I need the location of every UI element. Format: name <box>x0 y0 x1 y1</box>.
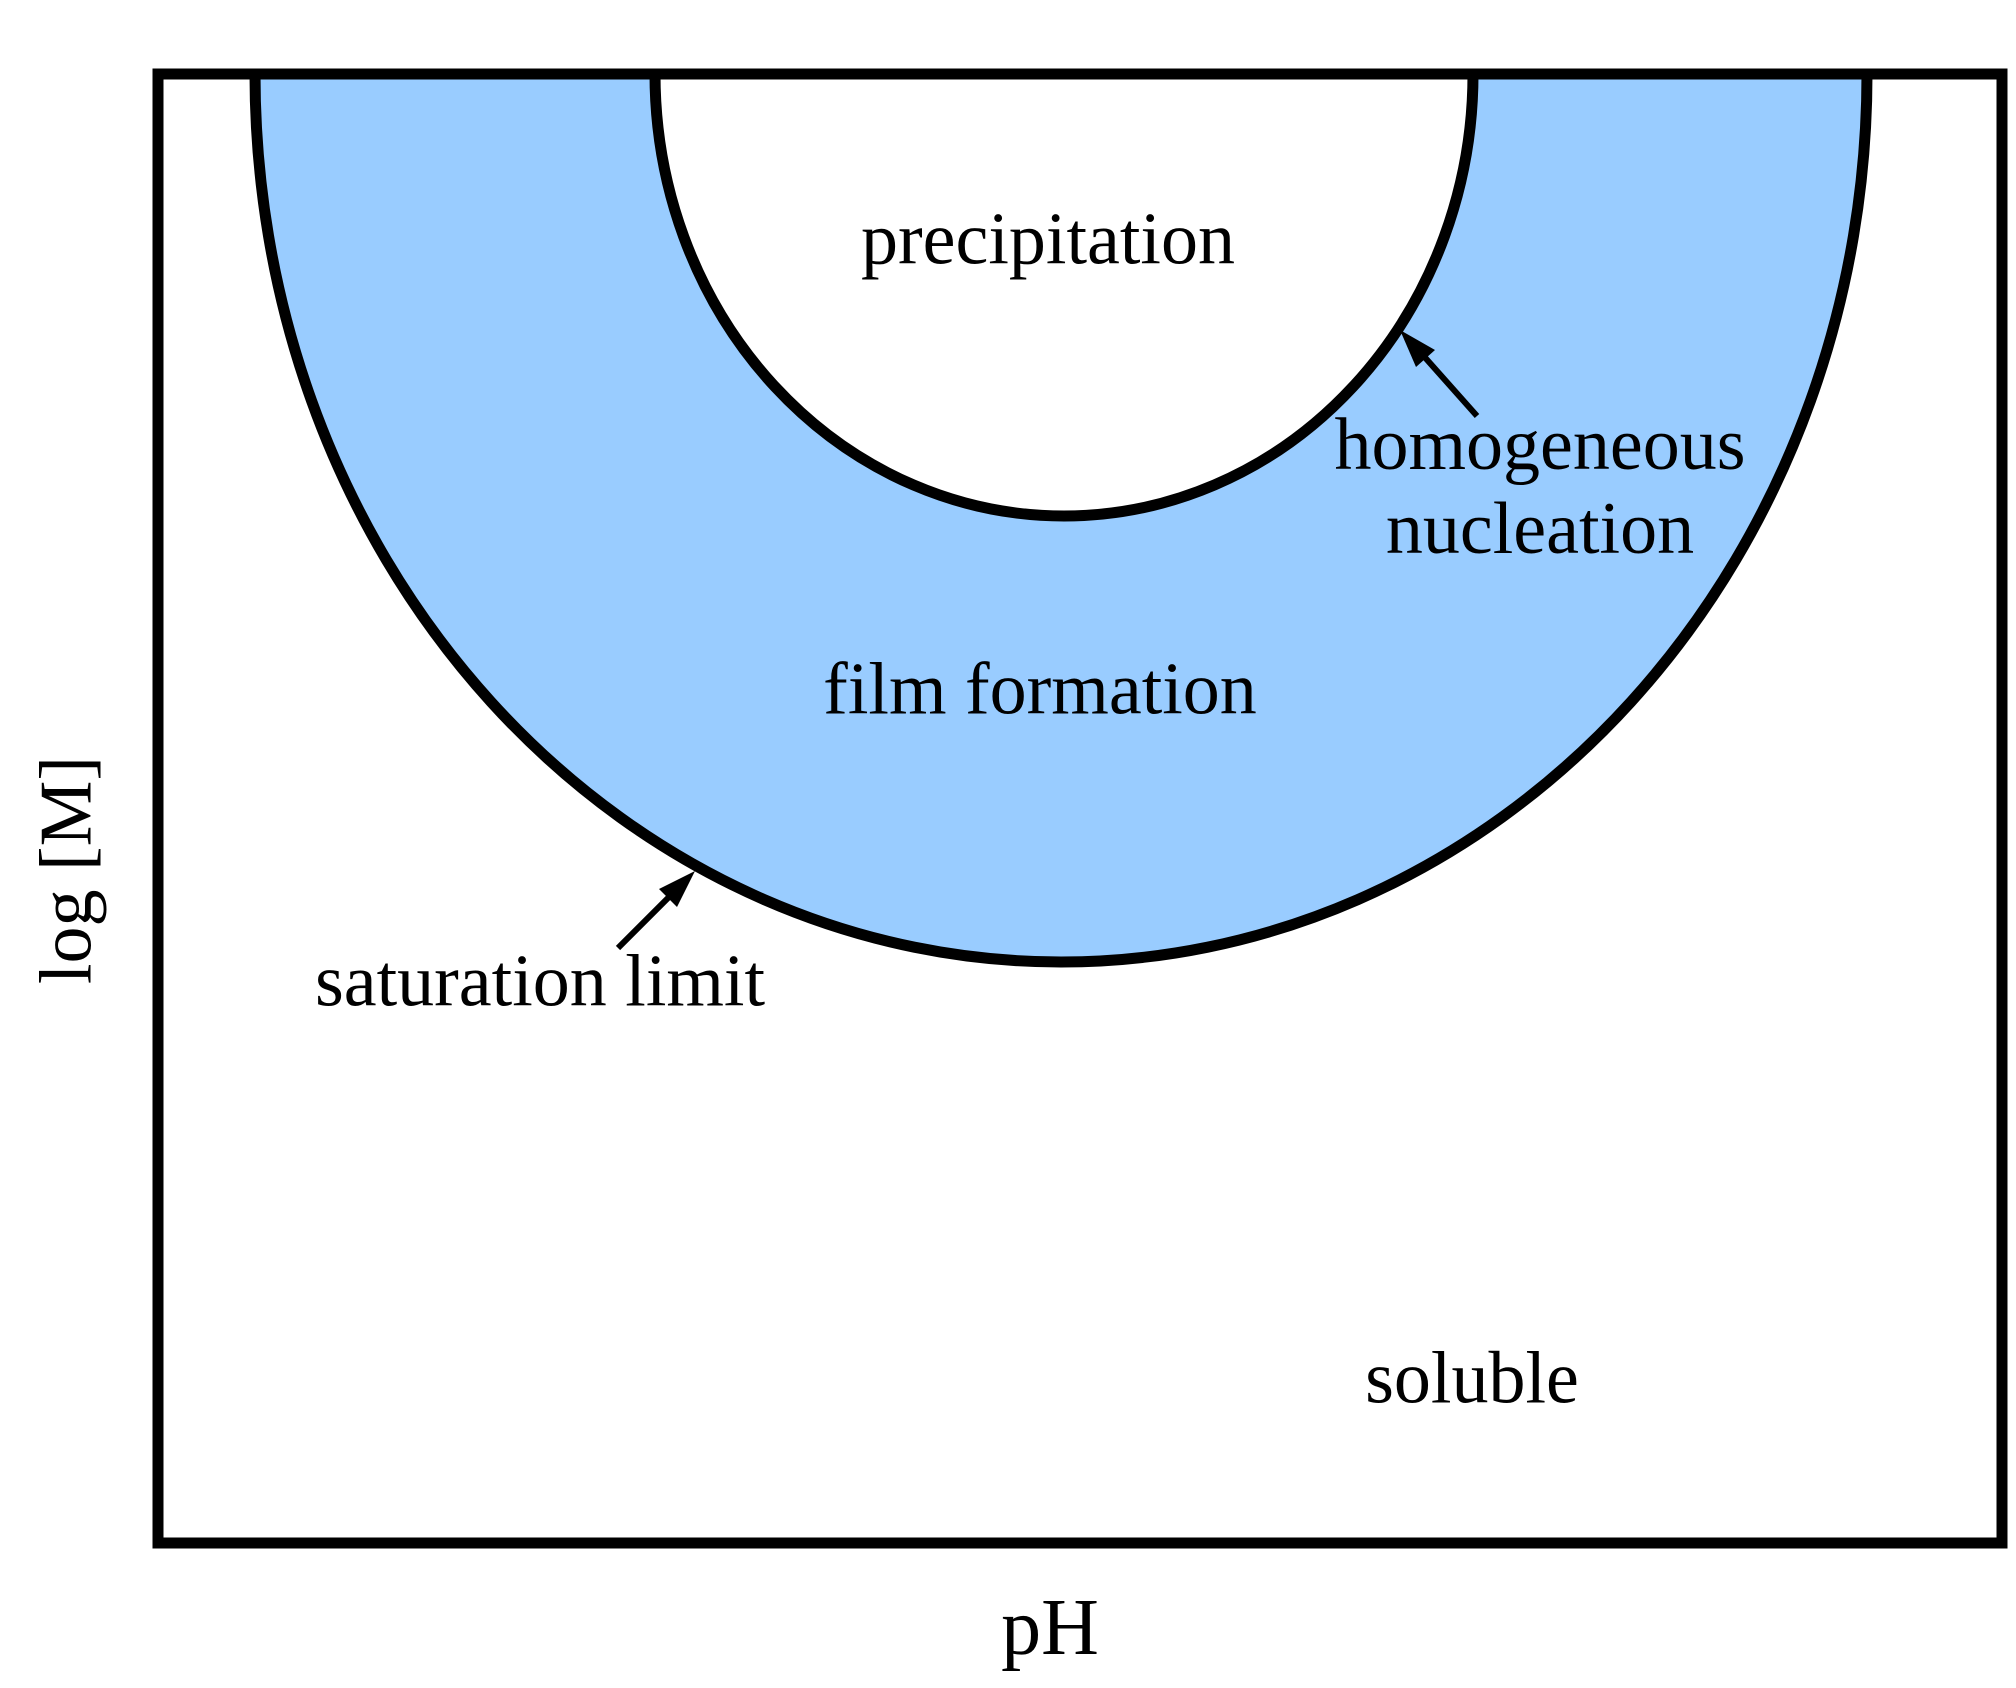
homogeneous-nucleation-arrow <box>1400 330 1480 418</box>
plot-border <box>152 68 2008 1549</box>
homogeneous-nucleation-arrow-shaft <box>1418 351 1480 418</box>
film-formation-region-label: film formation <box>823 648 1257 731</box>
saturation-limit-arrow-shaft <box>615 891 675 951</box>
x-axis-label: pH <box>1001 1584 1099 1672</box>
saturation-limit-arrowhead-icon <box>659 871 695 907</box>
saturation-limit-arrow <box>615 871 695 951</box>
saturation-limit-label: saturation limit <box>314 940 766 1023</box>
homogeneous-nucleation-arrowhead-icon <box>1400 330 1435 367</box>
homogeneous-nucleation-curve <box>649 73 1479 522</box>
soluble-region-label: soluble <box>1365 1337 1579 1420</box>
y-axis-label: log [M] <box>25 755 108 985</box>
saturation-limit-curve <box>249 73 1873 968</box>
homogeneous-nucleation-label: homogeneous nucleation <box>1334 404 1746 570</box>
precipitation-region-label: precipitation <box>861 198 1235 281</box>
